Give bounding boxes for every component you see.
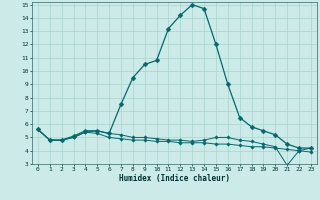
X-axis label: Humidex (Indice chaleur): Humidex (Indice chaleur) <box>119 174 230 183</box>
